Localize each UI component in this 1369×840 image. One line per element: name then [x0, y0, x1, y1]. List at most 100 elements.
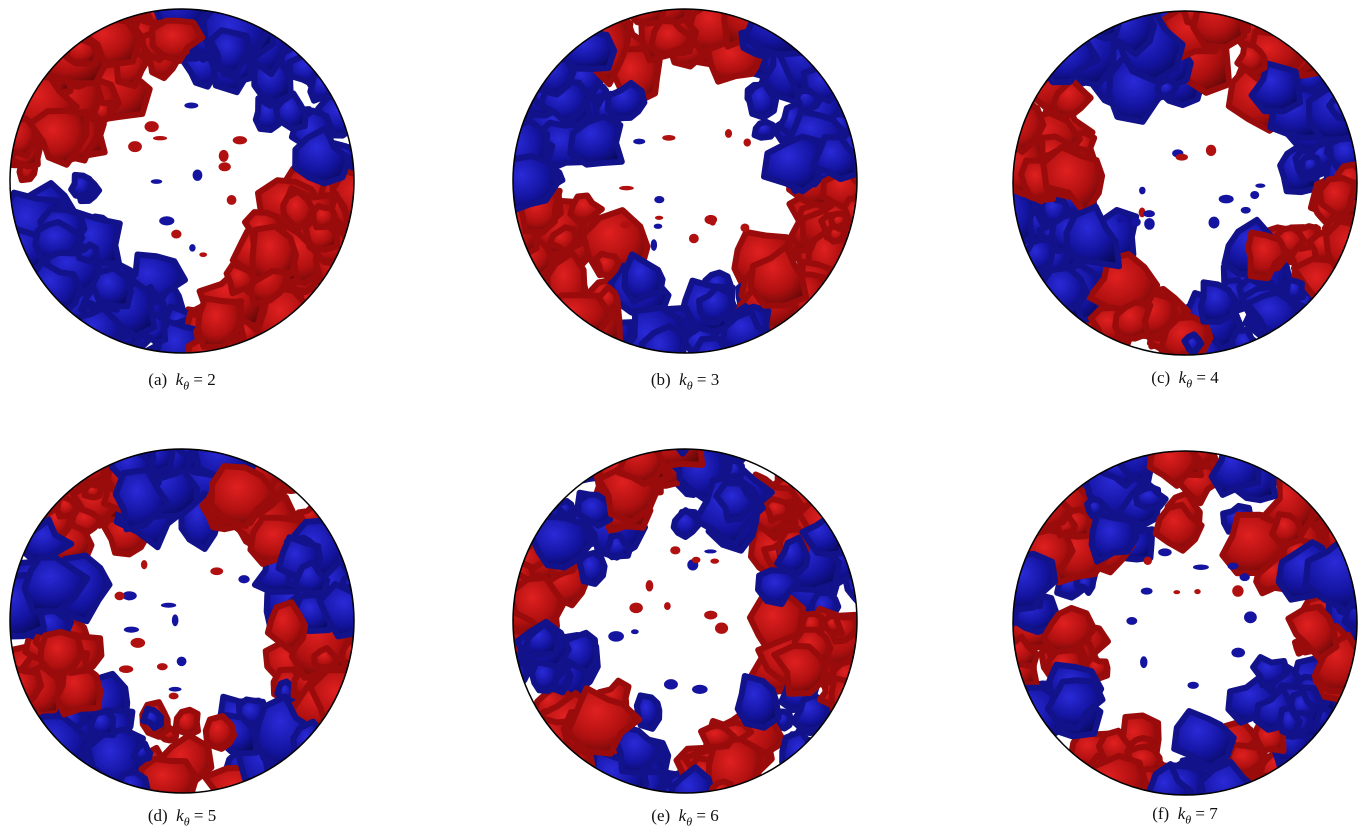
red-fragment [144, 121, 159, 133]
caption: (a) kθ = 2 [2, 370, 362, 393]
red-fragment [128, 141, 142, 153]
pipe-wall [1012, 10, 1358, 356]
blue-fragment [189, 244, 196, 252]
red-fragment [130, 637, 146, 648]
blue-fragment [160, 602, 177, 608]
red-vortex [1040, 144, 1106, 217]
blue-fragment [1140, 656, 1148, 669]
caption-label: (e) [651, 806, 671, 825]
red-vortex [1013, 158, 1017, 185]
blue-fragment [1250, 190, 1260, 200]
blue-vortex [316, 581, 354, 640]
blue-vortex [32, 218, 86, 264]
red-vortex [615, 449, 667, 488]
blue-vortex [670, 507, 703, 540]
blobs [10, 449, 354, 793]
blue-fragment [633, 138, 646, 145]
red-vortex [81, 481, 105, 501]
blue-fragment [1140, 587, 1153, 595]
blue-vortex [779, 728, 825, 782]
caption-subscript: θ [686, 378, 693, 393]
red-vortex [202, 713, 238, 752]
red-fragment [710, 558, 720, 564]
red-fragment [114, 591, 125, 601]
blue-vortex [140, 705, 165, 731]
caption-relation: = [1195, 804, 1206, 823]
blue-vortex [612, 724, 665, 777]
red-fragment [620, 221, 632, 229]
blue-fragment [238, 575, 250, 584]
blue-vortex [1171, 708, 1237, 770]
blue-vortex [292, 125, 353, 187]
blue-fragment [1130, 217, 1141, 227]
blue-vortex [89, 265, 134, 310]
blue-vortex [751, 118, 778, 141]
red-vortex [564, 685, 643, 757]
blue-fragment [1240, 206, 1251, 214]
blue-vortex [774, 534, 811, 576]
red-vortex [1146, 451, 1202, 489]
blue-vortex [1341, 591, 1357, 635]
red-fragment [226, 194, 237, 205]
blue-vortex [207, 27, 253, 76]
blue-vortex [713, 479, 760, 524]
caption-variable: k [1177, 804, 1186, 823]
pipe-wall [1012, 450, 1358, 796]
caption-label: (d) [147, 806, 168, 825]
red-fragment [152, 136, 168, 141]
blue-vortex [761, 133, 827, 195]
pipe-wall [512, 8, 858, 354]
blue-fragment [1116, 215, 1124, 224]
red-fragment [691, 556, 701, 564]
blue-fragment [122, 591, 137, 601]
blobs [513, 9, 857, 353]
red-vortex [68, 505, 105, 536]
caption-label: (a) [148, 370, 168, 389]
blobs [10, 9, 354, 353]
blue-vortex [130, 740, 154, 764]
caption: (d) kθ = 5 [2, 806, 362, 829]
blue-vortex [273, 90, 309, 133]
blue-vortex [535, 51, 577, 98]
blue-vortex [633, 692, 663, 732]
blue-vortex [1299, 153, 1323, 178]
red-vortex [149, 17, 206, 64]
isosurface-plot [1012, 450, 1358, 796]
subfigure: (e) kθ = 6 [505, 445, 865, 828]
red-vortex [1190, 11, 1248, 51]
blue-fragment [1239, 573, 1250, 582]
red-fragment [740, 223, 750, 233]
subfigure: (b) kθ = 3 [505, 5, 865, 392]
subfigure: (c) kθ = 4 [1005, 7, 1365, 390]
red-fragment [714, 622, 729, 634]
blue-vortex [290, 718, 329, 770]
blue-fragment [704, 549, 717, 554]
caption-subscript: θ [1186, 376, 1193, 391]
red-vortex [648, 17, 695, 60]
caption-value: 6 [710, 806, 719, 825]
blue-vortex [75, 241, 100, 265]
red-fragment [645, 580, 654, 592]
blue-vortex [1088, 511, 1140, 565]
blue-vortex [115, 769, 151, 793]
red-vortex [820, 612, 845, 637]
blue-fragment [608, 631, 624, 642]
caption-label: (c) [1151, 368, 1171, 387]
red-vortex [223, 261, 258, 297]
blue-vortex [1248, 60, 1304, 115]
blue-vortex [696, 284, 737, 326]
blue-vortex [1154, 77, 1180, 101]
blue-vortex [1044, 677, 1106, 732]
red-vortex [137, 755, 200, 793]
caption-variable: k [1178, 368, 1187, 387]
caption-value: 5 [207, 806, 217, 825]
blue-vortex [1084, 496, 1106, 520]
red-fragment [156, 663, 168, 671]
red-fragment [662, 134, 676, 141]
caption-label: (b) [650, 370, 671, 389]
red-vortex [329, 168, 354, 227]
blue-vortex [1063, 203, 1123, 270]
red-vortex [761, 495, 793, 524]
blue-fragment [1139, 186, 1146, 195]
